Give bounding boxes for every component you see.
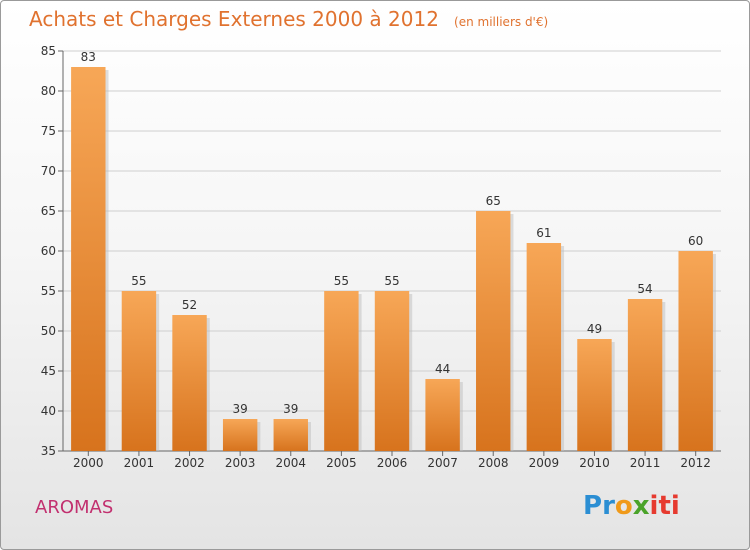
data-label-2003: 39	[233, 402, 248, 416]
bar-2011	[627, 299, 663, 451]
y-tick-label: 45	[41, 364, 56, 378]
bar-2012	[678, 251, 713, 451]
logo-letter: o	[614, 491, 633, 521]
data-label-2010: 49	[587, 322, 602, 336]
logo-letter: i	[670, 491, 680, 521]
y-tick-label: 50	[41, 324, 56, 338]
data-label-2001: 55	[131, 274, 146, 288]
bar-2005	[324, 291, 359, 451]
logo-letter: P	[583, 491, 603, 521]
data-label-2012: 60	[688, 234, 703, 248]
data-label-2000: 83	[81, 50, 96, 64]
x-tick-label-2000: 2000	[73, 456, 104, 470]
x-tick-label-2010: 2010	[579, 456, 610, 470]
data-label-2002: 52	[182, 298, 197, 312]
x-tick-label-2005: 2005	[326, 456, 357, 470]
x-tick-label-2007: 2007	[427, 456, 458, 470]
x-tick-label-2009: 2009	[529, 456, 560, 470]
y-tick-label: 40	[41, 404, 56, 418]
bar-2008	[476, 211, 511, 451]
bar-2004	[273, 419, 308, 451]
bar-2000	[71, 67, 106, 451]
data-label-2005: 55	[334, 274, 349, 288]
x-tick-label-2006: 2006	[377, 456, 408, 470]
logo-letter: i	[649, 491, 659, 521]
bar-2009	[526, 243, 562, 451]
x-tick-label-2001: 2001	[124, 456, 155, 470]
x-tick-label-2008: 2008	[478, 456, 509, 470]
y-tick-label: 70	[41, 164, 56, 178]
y-tick-label: 80	[41, 84, 56, 98]
chart-subtitle: (en milliers d'€)	[454, 15, 549, 29]
commune-name: AROMAS	[35, 497, 114, 518]
bar-2003	[222, 419, 258, 451]
data-label-2006: 55	[384, 274, 399, 288]
x-tick-label-2011: 2011	[630, 456, 661, 470]
logo-letter: r	[602, 491, 615, 521]
y-tick-label: 85	[41, 44, 56, 58]
x-tick-label-2012: 2012	[680, 456, 711, 470]
y-tick-label: 60	[41, 244, 56, 258]
data-label-2011: 54	[637, 282, 652, 296]
y-tick-label: 75	[41, 124, 56, 138]
title-row: Achats et Charges Externes 2000 à 2012 (…	[29, 7, 548, 31]
data-label-2007: 44	[435, 362, 450, 376]
x-tick-label-2002: 2002	[174, 456, 205, 470]
bar-2001	[121, 291, 157, 451]
bar-2006	[374, 291, 410, 451]
bar-2002	[172, 315, 207, 451]
bar-layer	[71, 67, 716, 451]
x-tick-label-2004: 2004	[275, 456, 306, 470]
logo-letter: t	[658, 491, 671, 521]
chart-title: Achats et Charges Externes 2000 à 2012	[29, 7, 439, 31]
proxiti-logo[interactable]: Proxiti	[583, 491, 680, 521]
y-tick-label: 35	[41, 444, 56, 458]
data-label-2004: 39	[283, 402, 298, 416]
label-layer: 83 55 52 39 39 55 55 44 65 61 49 54 60	[81, 50, 704, 416]
data-label-2008: 65	[486, 194, 501, 208]
logo-letter: x	[632, 491, 650, 521]
data-label-2009: 61	[536, 226, 551, 240]
bar-2010	[577, 339, 612, 451]
bar-2007	[425, 379, 460, 451]
y-tick-label: 65	[41, 204, 56, 218]
x-tick-label-2003: 2003	[225, 456, 256, 470]
y-tick-label: 55	[41, 284, 56, 298]
